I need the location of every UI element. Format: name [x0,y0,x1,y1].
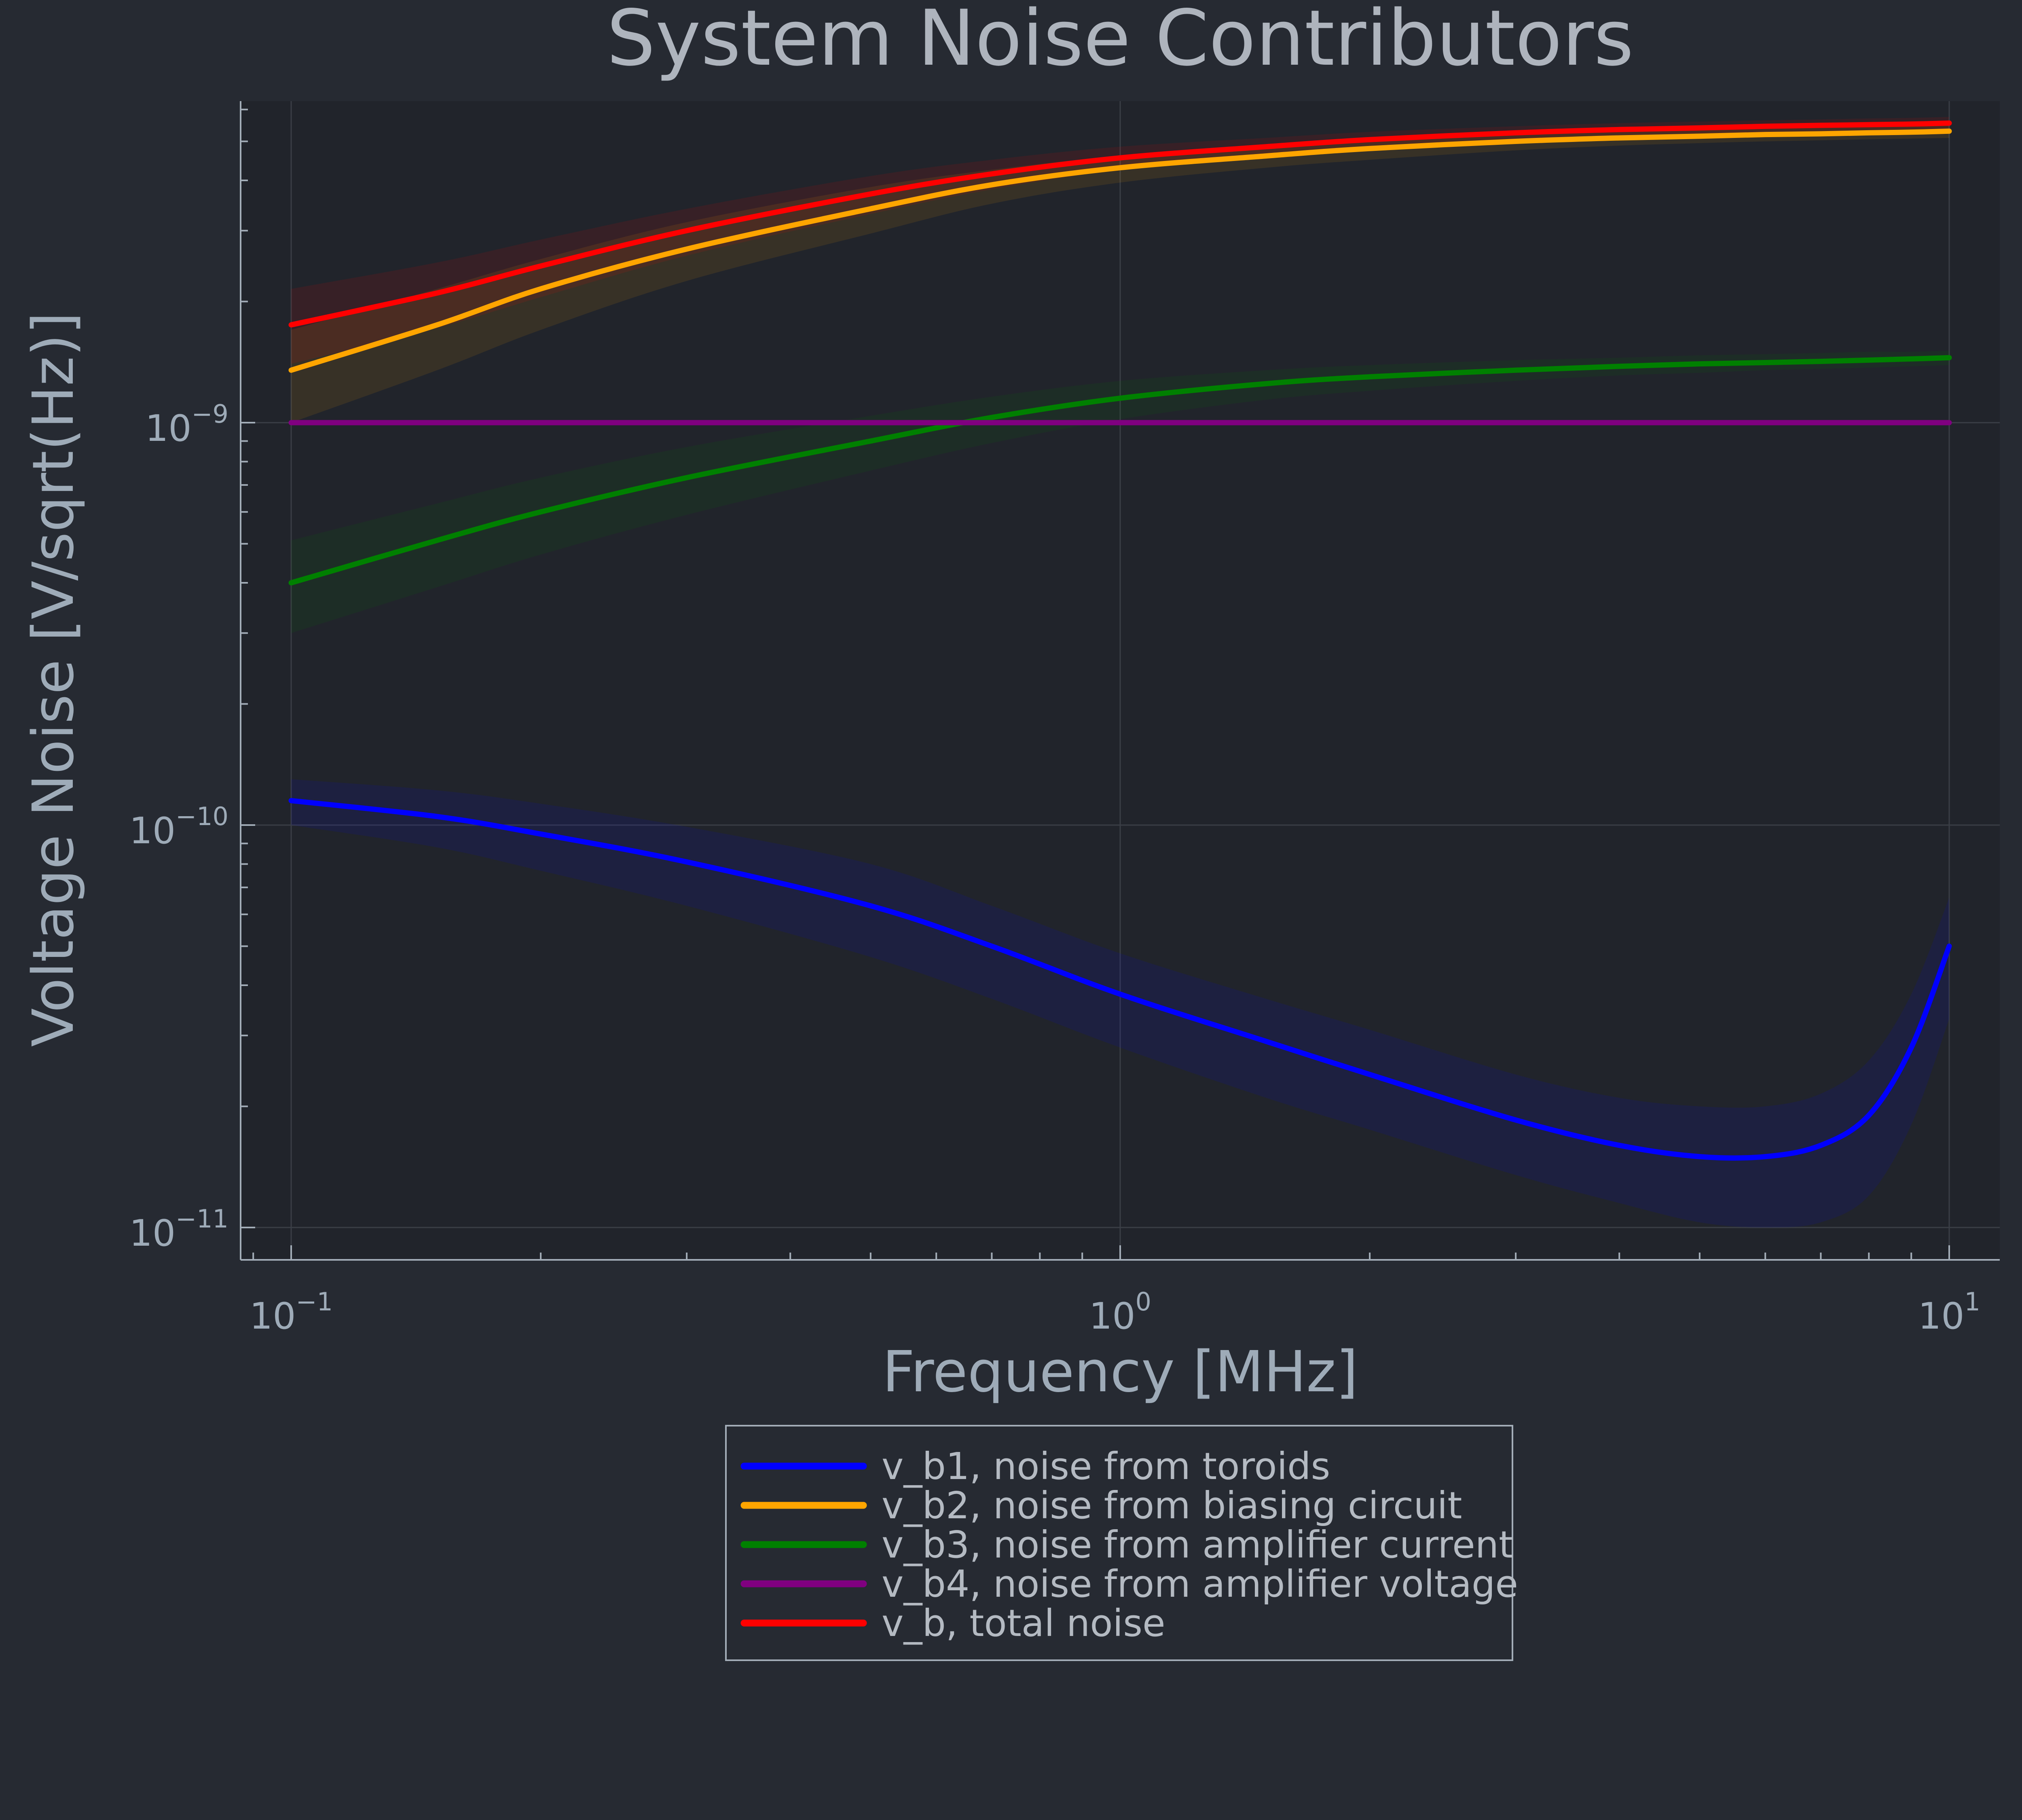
x-tick-label: 101 [1918,1287,1980,1337]
v-b1-line [288,798,1952,1161]
v-b4-legend-label: v_b4, noise from amplifier voltage [882,1562,1518,1606]
v-b2-band [291,125,1949,423]
y-tick-label: 10−11 [129,1204,228,1255]
v-b3-legend-label: v_b3, noise from amplifier current [882,1523,1513,1566]
y-tick-exponent: −11 [176,1204,228,1234]
y-tick-base: 10 [129,1212,176,1255]
v-b2-legend-label: v_b2, noise from biasing circuit [882,1484,1462,1527]
legend-item: v_b2, noise from biasing circuit [740,1484,1462,1527]
x-axis-label: Frequency [MHz] [882,1339,1358,1405]
y-axis-label: Voltage Noise [V/sqrt(Hz)] [21,312,87,1047]
y-tick-base: 10 [145,407,192,450]
y-tick-exponent: −9 [192,399,228,429]
v-b1-band [291,779,1949,1228]
x-tick-label: 100 [1089,1287,1151,1337]
v-b-line [288,120,1952,328]
x-tick-base: 10 [1089,1295,1136,1337]
legend-item: v_b1, noise from toroids [740,1445,1330,1488]
v-b-legend-label: v_b, total noise [882,1602,1165,1645]
y-tick-label: 10−9 [145,399,228,450]
legend-item: v_b, total noise [740,1602,1165,1645]
v-b2-line [288,128,1952,373]
x-tick-exponent: 0 [1136,1287,1151,1316]
chart-title: System Noise Contributors [607,0,1634,83]
series-lines [288,120,1952,1161]
x-tick-label: 10−1 [250,1287,333,1337]
v-b1-legend-label: v_b1, noise from toroids [882,1445,1330,1488]
x-tick-exponent: 1 [1965,1287,1980,1316]
v-b3-line [288,355,1952,586]
y-tick-base: 10 [129,810,176,852]
x-tick-base: 10 [1918,1295,1965,1337]
legend-item: v_b4, noise from amplifier voltage [740,1562,1518,1606]
x-tick-exponent: −1 [296,1287,333,1316]
x-tick-base: 10 [250,1295,296,1337]
y-tick-label: 10−10 [129,802,228,852]
legend-item: v_b3, noise from amplifier current [740,1523,1513,1566]
y-tick-exponent: −10 [176,802,228,831]
